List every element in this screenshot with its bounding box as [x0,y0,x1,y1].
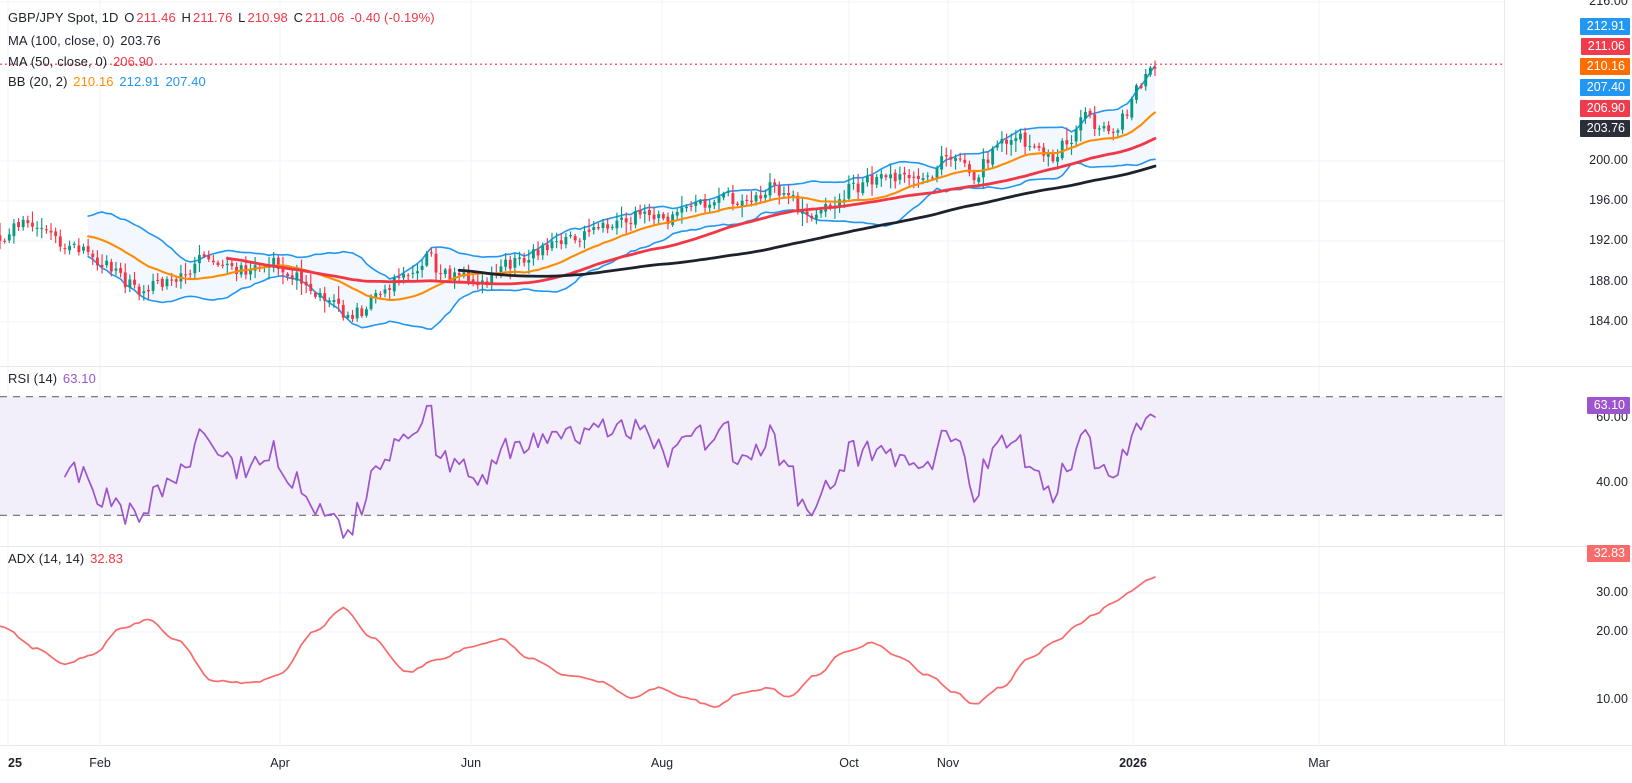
price-tick: 188.00 [1589,274,1628,288]
time-tick: 2026 [1119,756,1147,770]
adx-tick: 10.00 [1596,692,1628,706]
low-value: 210.98 [247,10,288,25]
adx-badge[interactable]: 32.83 [1586,545,1630,562]
price-tick: 184.00 [1589,314,1628,328]
bb-basis-line [87,111,1157,302]
ma50-legend[interactable]: MA (50, close, 0) 206.90 [8,54,155,69]
time-axis-line [0,745,1632,746]
price-pane[interactable] [0,0,1504,366]
time-scale[interactable]: 25 Feb Apr Jun Aug Oct Nov 2026 Mar [0,745,1632,783]
adx-value: 32.83 [90,551,124,566]
ma100-label: MA (100, close, 0) [8,33,115,48]
close-value: 211.06 [305,10,345,25]
time-tick: Oct [839,756,859,770]
price-tick: 196.00 [1589,193,1628,207]
price-change: -0.40 (-0.19%) [350,10,435,25]
time-tick: Feb [89,756,111,770]
ma100-value: 203.76 [120,33,161,48]
adx-pane[interactable] [0,547,1504,745]
rsi-label: RSI (14) [8,371,58,386]
time-tick: Mar [1308,756,1330,770]
ma100-line [457,164,1157,278]
rsi-plot [0,367,1504,545]
high-label: H [181,10,192,25]
adx-tick: 30.00 [1596,585,1628,599]
time-tick: Jun [460,756,482,770]
rsi-legend[interactable]: RSI (14) 63.10 [8,371,98,386]
bb-lower-value: 207.40 [165,74,206,89]
rsi-line [64,404,1156,539]
rsi-pane[interactable] [0,367,1504,545]
time-tick: Nov [936,756,960,770]
price-axis-separator [1504,0,1505,745]
time-tick: Apr [270,756,290,770]
price-tick: 216.00 [1589,0,1628,8]
price-badge[interactable]: 203.76 [1579,120,1630,137]
rsi-tick: 40.00 [1596,475,1628,489]
candlestick-series [0,60,1157,323]
adx-label: ADX (14, 14) [8,551,85,566]
price-badge[interactable]: 212.91 [1579,18,1630,35]
pane-divider-1 [0,366,1632,367]
price-legend: GBP/JPY Spot, 1D O 211.46 H 211.76 L 210.98… [8,10,437,25]
price-badge[interactable]: 206.90 [1579,100,1630,117]
price-tick: 200.00 [1589,153,1628,167]
open-label: O [124,10,135,25]
low-label: L [238,10,246,25]
open-value: 211.46 [136,10,176,25]
bb-basis-value: 210.16 [73,74,114,89]
adx-plot [0,547,1504,745]
bollinger-fill [88,65,1155,330]
pane-divider-2 [0,546,1632,547]
price-scale[interactable]: 216.00 200.00 196.00 192.00 188.00 184.00 212.… [1504,0,1632,783]
price-plot [0,0,1504,366]
price-tick: 192.00 [1589,233,1628,247]
adx-line [0,576,1156,709]
ma100-legend[interactable]: MA (100, close, 0) 203.76 [8,33,163,48]
price-badge[interactable]: 207.40 [1579,79,1630,96]
ma50-line [225,137,1157,286]
time-tick: 25 [8,756,22,770]
price-badge[interactable]: 210.16 [1579,58,1630,75]
rsi-badge[interactable]: 63.10 [1586,397,1630,414]
ma50-value: 206.90 [112,54,154,69]
bb-upper-value: 212.91 [119,74,160,89]
time-tick: Aug [650,756,674,770]
symbol-label: GBP/JPY Spot, 1D [8,10,119,25]
bb-legend[interactable]: BB (20, 2) 210.16 212.91 207.40 [8,74,208,89]
price-badge[interactable]: 211.06 [1580,38,1630,55]
high-value: 211.76 [193,10,233,25]
bb-label: BB (20, 2) [8,74,68,89]
close-label: C [293,10,304,25]
ma50-label: MA (50, close, 0) [8,54,108,69]
adx-legend[interactable]: ADX (14, 14) 32.83 [8,551,125,566]
rsi-value: 63.10 [62,371,96,386]
adx-tick: 20.00 [1596,624,1628,638]
